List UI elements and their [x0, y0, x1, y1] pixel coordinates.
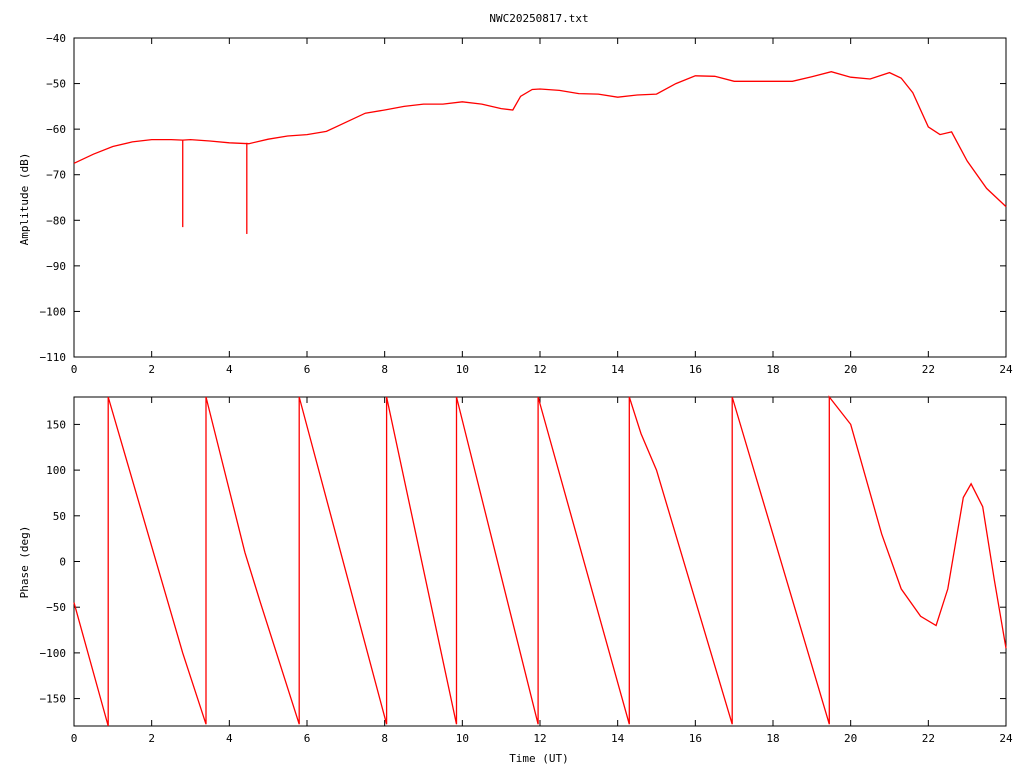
phase-x-tick-label: 2	[148, 732, 155, 745]
amplitude-panel: 0 2 4 6 8 10 12 14 16 18 20 22 24 −110−100−90−80−70−…	[18, 32, 1013, 376]
amplitude-y-tick-labels: −110 −100 −90 −80 −70 −60 −50 −40	[40, 32, 67, 364]
phase-x-tick-label: 18	[766, 732, 779, 745]
amplitude-series-line	[73, 71, 1007, 208]
amplitude-x-tick-label: 18	[766, 363, 779, 376]
phase-x-tick-label: 16	[689, 732, 702, 745]
amplitude-x-tick-label: 20	[844, 363, 857, 376]
amplitude-y-tick-label: −40	[46, 32, 66, 45]
amplitude-series	[73, 71, 1007, 234]
amplitude-x-tick-label: 8	[381, 363, 388, 376]
amplitude-plot-frame	[73, 37, 1007, 358]
phase-x-tick-label: 12	[533, 732, 546, 745]
phase-y-tick-label: −100	[40, 647, 67, 660]
phase-y-tick-label: 0	[59, 556, 66, 569]
phase-x-tick-label: 10	[456, 732, 469, 745]
amplitude-y-tick-label: −80	[46, 214, 66, 227]
phase-x-tick-label: 4	[226, 732, 233, 745]
phase-y-tick-label: −50	[46, 601, 66, 614]
phase-ticks	[73, 397, 1007, 726]
phase-series-line	[73, 395, 1007, 727]
phase-x-tick-labels: 0 2 4 6 8 10 12 14 16 18 20 22 24	[71, 732, 1013, 745]
phase-x-tick-label: 8	[381, 732, 388, 745]
amplitude-y-tick-label: −110	[40, 351, 67, 364]
amplitude-x-tick-label: 10	[456, 363, 469, 376]
phase-x-tick-label: 20	[844, 732, 857, 745]
amplitude-x-tick-label: 0	[71, 363, 78, 376]
amplitude-y-axis-title: Amplitude (dB)	[18, 153, 31, 246]
phase-x-tick-label: 0	[71, 732, 78, 745]
phase-y-tick-label: 100	[46, 464, 66, 477]
phase-y-axis-title: Phase (deg)	[18, 526, 31, 599]
phase-x-tick-label: 24	[999, 732, 1013, 745]
phase-x-axis-title: Time (UT)	[509, 752, 569, 765]
amplitude-x-tick-label: 6	[304, 363, 311, 376]
amplitude-ticks	[73, 37, 1007, 358]
phase-y-tick-label: 50	[53, 510, 66, 523]
amplitude-x-tick-label: 16	[689, 363, 702, 376]
phase-y-tick-label: −150	[40, 693, 67, 706]
phase-x-tick-label: 14	[611, 732, 625, 745]
amplitude-y-tick-label: −60	[46, 123, 66, 136]
phase-panel: 0 2 4 6 8 10 12 14 16 18 20 22 24 −150−100−500501001…	[18, 395, 1013, 765]
amplitude-y-tick-label: −100	[40, 305, 67, 318]
amplitude-x-tick-label: 4	[226, 363, 233, 376]
phase-series	[73, 395, 1007, 727]
phase-y-tick-labels: −150 −100 −50 0 50 100 150	[40, 418, 67, 705]
amplitude-x-tick-label: 12	[533, 363, 546, 376]
amplitude-x-tick-label: 2	[148, 363, 155, 376]
amplitude-x-tick-label: 24	[999, 363, 1013, 376]
amplitude-y-tick-label: −50	[46, 78, 66, 91]
amplitude-y-tick-label: −70	[46, 169, 66, 182]
phase-x-tick-label: 22	[922, 732, 935, 745]
phase-plot-frame	[73, 396, 1007, 727]
amplitude-y-tick-label: −90	[46, 260, 66, 273]
amplitude-x-tick-label: 14	[611, 363, 625, 376]
phase-x-tick-label: 6	[304, 732, 311, 745]
phase-y-tick-label: 150	[46, 418, 66, 431]
chart-title: NWC20250817.txt	[489, 12, 588, 25]
amplitude-x-tick-label: 22	[922, 363, 935, 376]
amplitude-x-tick-labels: 0 2 4 6 8 10 12 14 16 18 20 22 24	[71, 363, 1013, 376]
